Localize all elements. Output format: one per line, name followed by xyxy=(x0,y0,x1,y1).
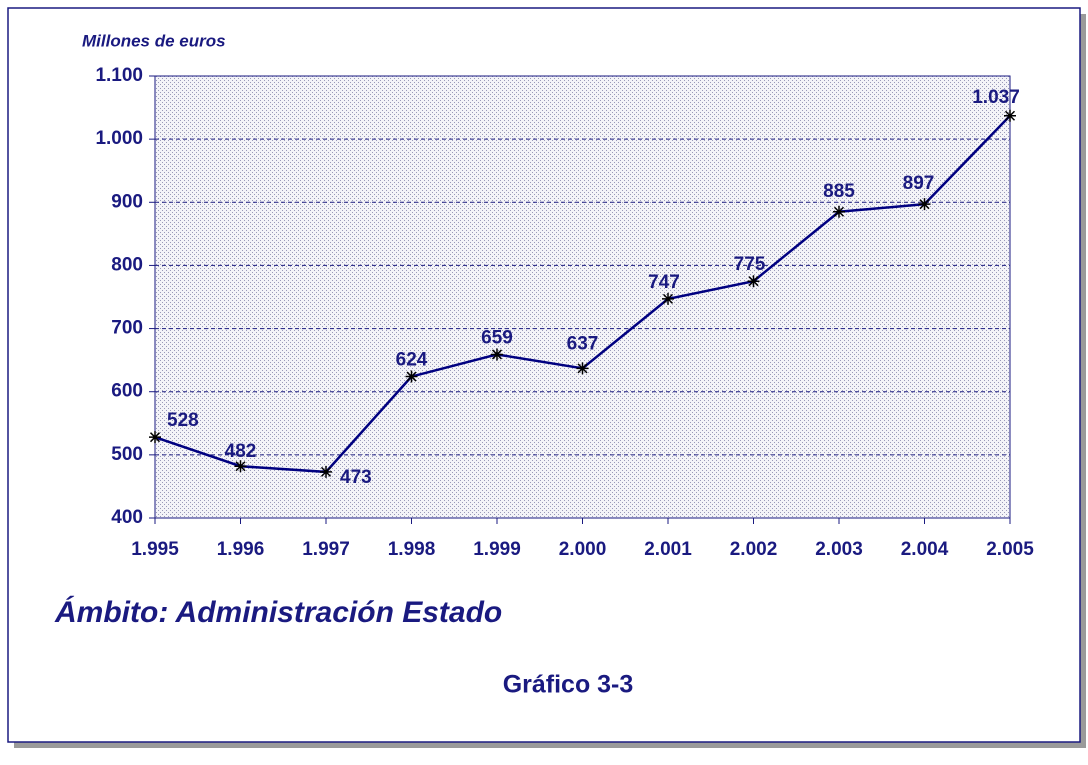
marker xyxy=(747,275,760,288)
marker xyxy=(405,370,418,383)
x-tick-label: 1.999 xyxy=(473,539,521,560)
data-label: 659 xyxy=(481,327,513,348)
marker xyxy=(234,460,247,473)
marker xyxy=(576,362,589,375)
y-tick-label: 500 xyxy=(111,444,143,465)
x-tick-label: 1.996 xyxy=(217,539,265,560)
y-tick-label: 1.100 xyxy=(95,65,143,86)
data-label: 1.037 xyxy=(972,87,1020,108)
marker xyxy=(833,205,845,218)
data-label: 624 xyxy=(396,350,428,371)
plot-area xyxy=(154,75,1011,519)
data-label: 897 xyxy=(903,173,935,194)
marker xyxy=(918,198,931,211)
marker xyxy=(149,431,161,444)
data-label: 747 xyxy=(648,272,680,293)
data-label: 885 xyxy=(823,181,855,202)
y-tick-label: 1.000 xyxy=(95,128,143,149)
marker xyxy=(491,348,503,361)
x-tick-label: 2.004 xyxy=(901,539,949,560)
x-tick-label: 1.997 xyxy=(302,539,350,560)
x-tick-label: 1.998 xyxy=(388,539,436,560)
y-tick-label: 800 xyxy=(111,254,143,275)
data-label: 528 xyxy=(167,410,199,431)
x-tick-label: 2.005 xyxy=(986,539,1034,560)
marker xyxy=(320,465,332,478)
x-tick-label: 2.000 xyxy=(559,539,607,560)
x-tick-label: 2.003 xyxy=(815,539,863,560)
data-label: 637 xyxy=(567,333,599,354)
marker xyxy=(662,292,674,305)
data-label: 482 xyxy=(225,441,257,462)
data-label: 775 xyxy=(734,254,766,275)
y-tick-label: 400 xyxy=(111,507,143,528)
y-axis-label: Millones de euros xyxy=(82,31,226,50)
annotation: Ámbito: Administración Estado xyxy=(54,595,502,629)
x-tick-label: 1.995 xyxy=(131,539,179,560)
y-tick-label: 700 xyxy=(111,318,143,339)
marker xyxy=(1004,109,1016,122)
data-label: 473 xyxy=(340,467,372,488)
y-tick-label: 600 xyxy=(111,381,143,402)
y-tick-label: 900 xyxy=(111,191,143,212)
caption: Gráfico 3-3 xyxy=(503,671,634,699)
x-tick-label: 2.002 xyxy=(730,539,778,560)
x-tick-label: 2.001 xyxy=(644,539,692,560)
